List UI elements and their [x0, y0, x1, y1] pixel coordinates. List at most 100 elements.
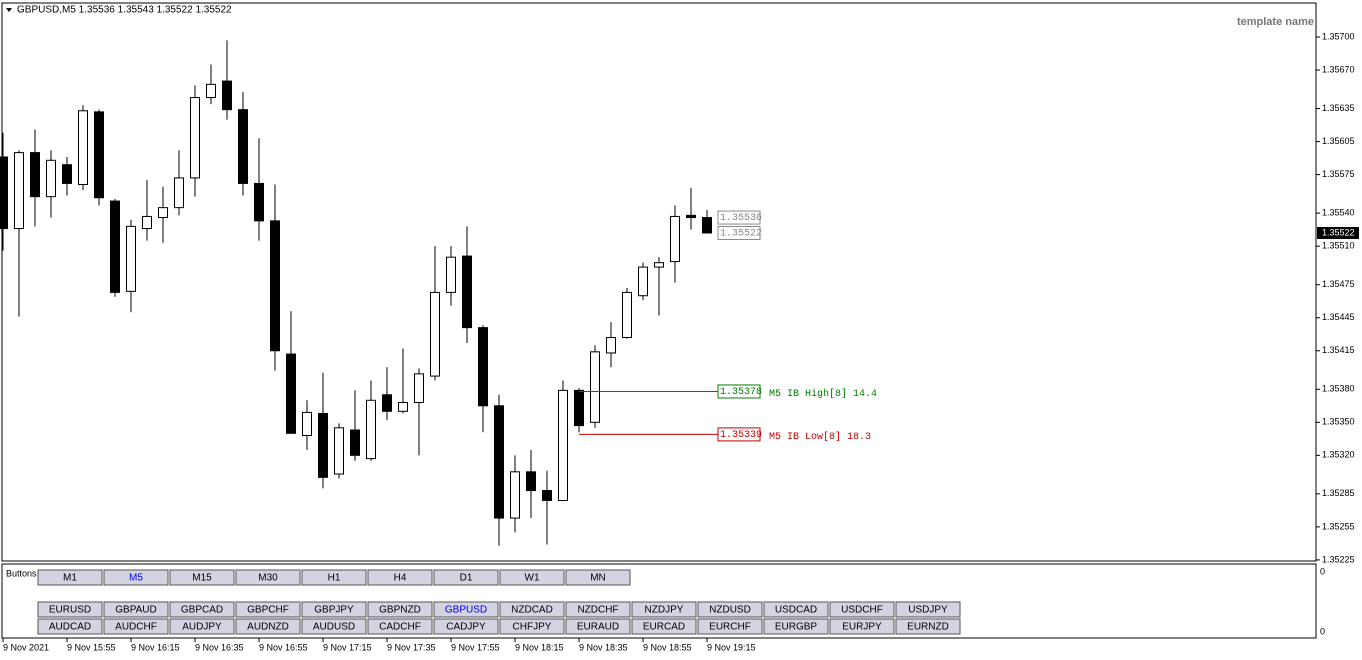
button[interactable]	[367, 569, 433, 586]
button-label[interactable]: NZDJPY	[645, 605, 684, 616]
button[interactable]	[565, 569, 631, 586]
button[interactable]	[565, 618, 631, 635]
candle-body	[286, 353, 296, 434]
button-label[interactable]: GBPCHF	[247, 605, 289, 616]
button-label[interactable]: EURUSD	[49, 605, 91, 616]
button[interactable]	[103, 618, 169, 635]
button[interactable]	[433, 601, 499, 618]
button-label[interactable]: EURCHF	[709, 622, 751, 633]
button-label[interactable]: EURNZD	[907, 622, 949, 633]
candle-body	[574, 389, 584, 427]
candle-body	[94, 111, 104, 199]
button-label[interactable]: USDCAD	[775, 605, 817, 616]
button[interactable]	[169, 601, 235, 618]
candle-body	[638, 266, 648, 297]
button[interactable]	[301, 618, 367, 635]
button[interactable]	[433, 618, 499, 635]
button[interactable]	[301, 601, 367, 618]
button-label[interactable]: EURCAD	[643, 622, 685, 633]
button-label[interactable]: GBPUSD	[445, 605, 487, 616]
button[interactable]	[367, 618, 433, 635]
button[interactable]	[697, 618, 763, 635]
button[interactable]	[37, 569, 103, 586]
button[interactable]	[565, 601, 631, 618]
x-tick-label: 9 Nov 17:15	[323, 642, 372, 652]
menu-arrow[interactable]	[6, 8, 12, 12]
candle-body	[510, 471, 520, 519]
x-tick-label: 9 Nov 15:55	[67, 642, 116, 652]
button-label[interactable]: NZDCAD	[511, 605, 553, 616]
button-label[interactable]: M1	[63, 573, 77, 584]
button-label[interactable]: GBPCAD	[181, 605, 223, 616]
x-tick-label: 9 Nov 18:15	[515, 642, 564, 652]
candle-body	[254, 182, 264, 222]
candle-body	[142, 215, 152, 230]
button[interactable]	[631, 618, 697, 635]
button-label[interactable]: USDCHF	[841, 605, 883, 616]
level-label: M5 IB High[8] 14.4	[769, 388, 877, 400]
button[interactable]	[103, 601, 169, 618]
candle-body	[542, 490, 552, 501]
button[interactable]	[235, 618, 301, 635]
button[interactable]	[103, 569, 169, 586]
button-label[interactable]: GBPJPY	[314, 605, 354, 616]
button[interactable]	[499, 601, 565, 618]
button-label[interactable]: AUDCHF	[115, 622, 157, 633]
button[interactable]	[895, 601, 961, 618]
candle-body	[478, 327, 488, 407]
button-label[interactable]: AUDUSD	[313, 622, 355, 633]
button[interactable]	[763, 601, 829, 618]
button[interactable]	[367, 601, 433, 618]
candle-body	[62, 164, 72, 184]
button-label[interactable]: W1	[525, 573, 540, 584]
button[interactable]	[763, 618, 829, 635]
button-label[interactable]: H1	[328, 573, 341, 584]
button-label[interactable]: EURGBP	[775, 622, 818, 633]
button[interactable]	[301, 569, 367, 586]
button[interactable]	[499, 569, 565, 586]
button-label[interactable]: EURAUD	[577, 622, 619, 633]
x-tick-label: 9 Nov 18:35	[579, 642, 628, 652]
panel-axis-label: 0	[1320, 626, 1325, 636]
candle-body	[398, 401, 408, 412]
current-price-box	[1317, 226, 1359, 239]
button-label[interactable]: USDJPY	[908, 605, 948, 616]
button-label[interactable]: NZDCHF	[577, 605, 618, 616]
button-label[interactable]: MN	[590, 573, 606, 584]
button[interactable]	[829, 601, 895, 618]
y-tick-label: 1.35700	[1322, 31, 1355, 41]
button[interactable]	[169, 569, 235, 586]
button[interactable]	[37, 618, 103, 635]
button[interactable]	[697, 601, 763, 618]
candle-body	[702, 217, 712, 234]
button[interactable]	[631, 601, 697, 618]
button-label[interactable]: M30	[258, 573, 278, 584]
button-label[interactable]: GBPAUD	[115, 605, 157, 616]
button-label[interactable]: H4	[394, 573, 407, 584]
button-label[interactable]: D1	[460, 573, 473, 584]
button[interactable]	[235, 601, 301, 618]
candle-body	[366, 399, 376, 460]
button[interactable]	[895, 618, 961, 635]
button-label[interactable]: NZDUSD	[709, 605, 751, 616]
button-label[interactable]: AUDJPY	[182, 622, 222, 633]
button-label[interactable]: EURJPY	[842, 622, 882, 633]
button-label[interactable]: AUDNZD	[247, 622, 289, 633]
button-label[interactable]: M15	[192, 573, 212, 584]
button-label[interactable]: M5	[129, 573, 143, 584]
button-label[interactable]: GBPNZD	[379, 605, 421, 616]
x-tick-label: 9 Nov 2021	[3, 642, 49, 652]
button-label[interactable]: CADCHF	[379, 622, 421, 633]
button[interactable]	[829, 618, 895, 635]
button[interactable]	[37, 601, 103, 618]
button-label[interactable]: AUDCAD	[49, 622, 91, 633]
candle-body	[430, 291, 440, 377]
y-tick-label: 1.35285	[1322, 488, 1355, 498]
button-label[interactable]: CADJPY	[446, 622, 486, 633]
button[interactable]	[235, 569, 301, 586]
button[interactable]	[499, 618, 565, 635]
button[interactable]	[169, 618, 235, 635]
candle-body	[350, 429, 360, 456]
button-label[interactable]: CHFJPY	[513, 622, 552, 633]
button[interactable]	[433, 569, 499, 586]
